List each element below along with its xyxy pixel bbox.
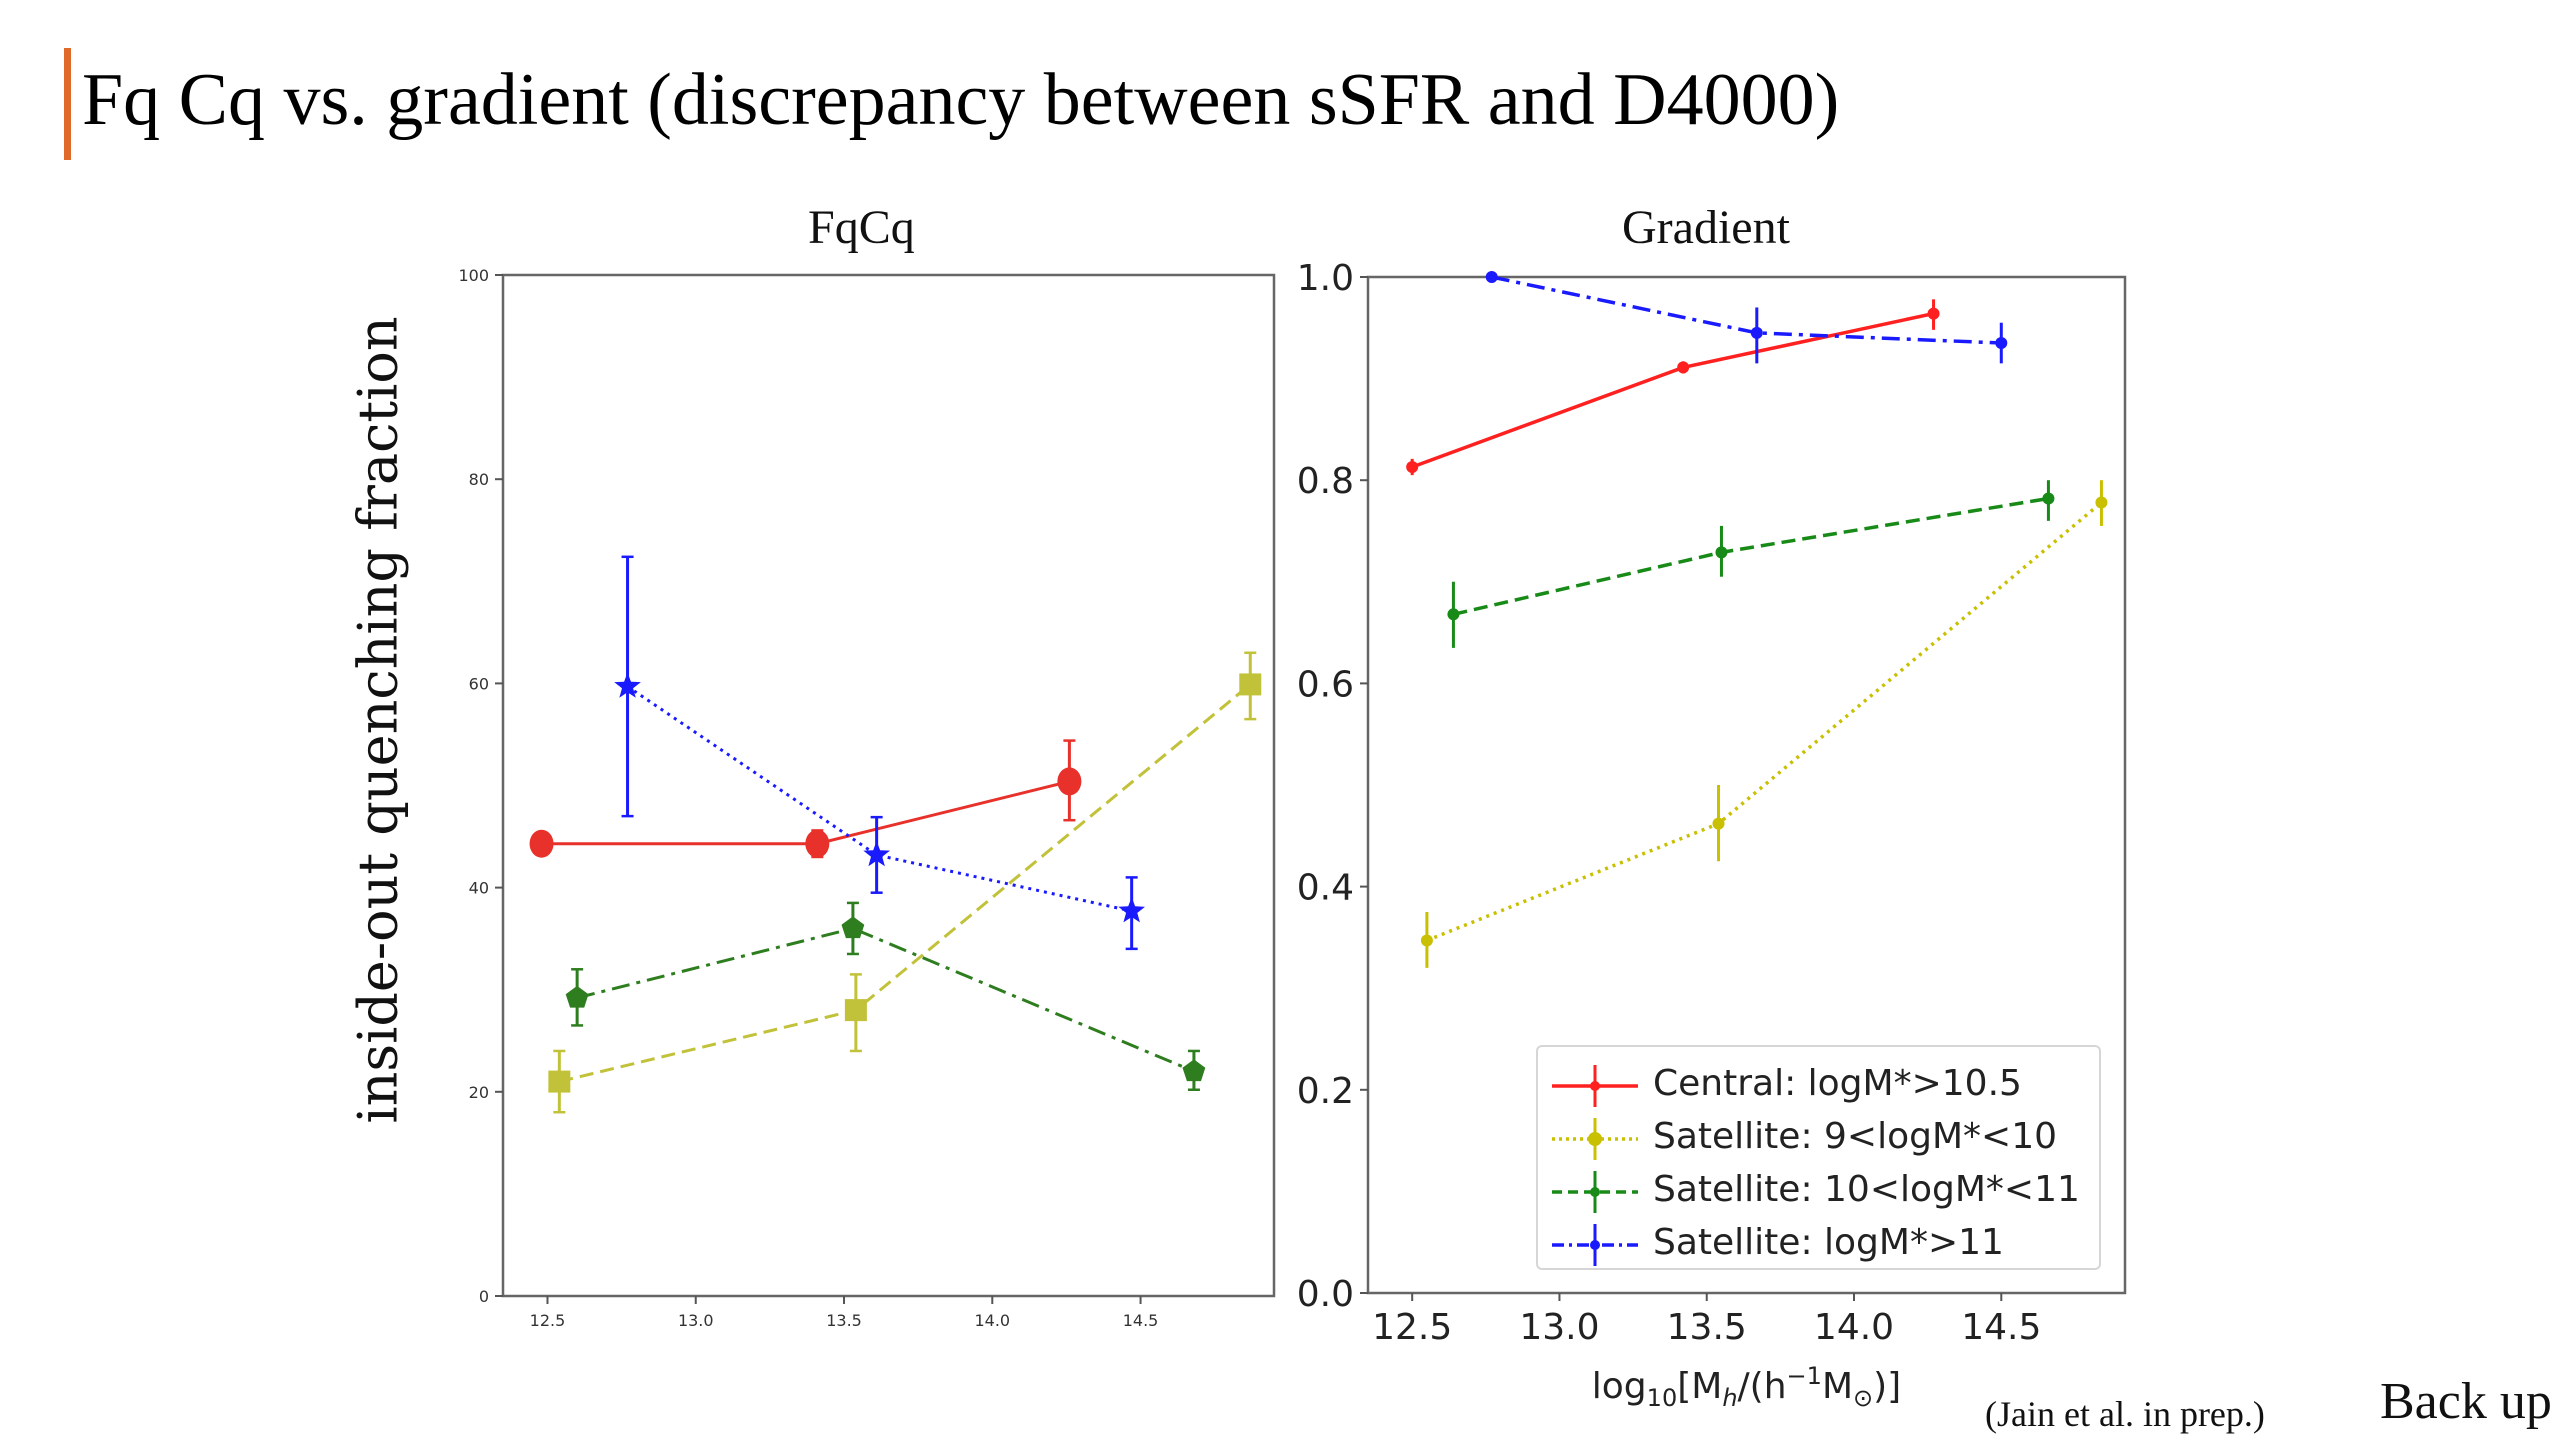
right-series-0-marker: [1406, 460, 1419, 473]
left-series-1-marker: [1239, 673, 1262, 696]
right-xtick-label: 12.5: [1372, 1307, 1452, 1348]
legend-label: Satellite: 10<logM*<11: [1653, 1169, 2080, 1210]
right-series-1-line: [1426, 501, 2103, 943]
left-xtick-label: 13.0: [678, 1311, 714, 1330]
left-ytick-label: 40: [469, 879, 489, 898]
left-xtick-label: 14.5: [1123, 1311, 1159, 1330]
left-series-0-line: [541, 779, 1070, 846]
right-plot-frame: [1366, 275, 2127, 1295]
right-ytick-label: 0.8: [1297, 461, 1354, 502]
left-ytick-label: 60: [469, 674, 489, 693]
left-series-2-marker: [841, 916, 865, 939]
legend-label: Central: logM*>10.5: [1653, 1063, 2022, 1104]
right-ytick-label: 0.2: [1297, 1071, 1354, 1112]
right-ytick-label: 1.0: [1297, 258, 1354, 299]
right-xtick-label: 14.0: [1814, 1307, 1894, 1348]
legend-entry: Satellite: 10<logM*<11: [1538, 1167, 2099, 1217]
right-series-3-line: [1491, 275, 2002, 345]
legend-label: Satellite: logM*>11: [1653, 1222, 2004, 1263]
right-xlabel: log10[Mh/(h−1M⊙)]: [1592, 1362, 1901, 1412]
left-series-2-marker: [565, 985, 589, 1008]
citation: (Jain et al. in prep.): [1985, 1394, 2265, 1434]
left-series-3-marker: [1118, 897, 1145, 923]
left-series-1-line: [558, 683, 1252, 1084]
back-up-label: Back up: [2380, 1373, 2552, 1430]
left-series-3-line: [626, 685, 1132, 913]
left-series-1-marker: [548, 1070, 571, 1093]
right-series-3-marker: [1750, 326, 1763, 339]
right-series-0-marker: [1927, 307, 1940, 320]
legend-swatch-icon: [1552, 1118, 1638, 1160]
right-series-2-marker: [1447, 608, 1460, 621]
left-plot-frame: [501, 273, 1276, 1298]
right-ytick-label: 0.4: [1297, 868, 1354, 909]
right-xtick-label: 14.5: [1961, 1307, 2041, 1348]
left-ytick-label: 0: [479, 1287, 489, 1306]
left-ytick-label: 20: [469, 1083, 489, 1102]
left-series-2-marker: [1182, 1059, 1206, 1082]
legend-swatch-icon: [1552, 1065, 1638, 1107]
left-xtick-label: 12.5: [530, 1311, 566, 1330]
left-ytick-label: 100: [458, 266, 489, 285]
title-accent-bar: [64, 48, 71, 160]
legend-entry: Satellite: logM*>11: [1538, 1220, 2099, 1270]
right-series-3-marker: [1995, 337, 2008, 350]
right-series-3-marker: [1485, 271, 1498, 283]
left-series-0-marker: [529, 829, 554, 858]
right-xtick-label: 13.5: [1667, 1307, 1747, 1348]
right-ytick-label: 0.6: [1297, 664, 1354, 705]
left-series-2-line: [576, 926, 1195, 1073]
left-series-3-marker: [863, 840, 890, 867]
right-series-2-line: [1453, 496, 2049, 617]
right-series-1-marker: [1420, 934, 1433, 947]
legend-entry: Central: logM*>10.5: [1538, 1061, 2099, 1111]
slide-title: Fq Cq vs. gradient (discrepancy between …: [82, 59, 1840, 141]
right-series-2-marker: [1715, 546, 1728, 559]
right-series-1-marker: [1712, 817, 1725, 830]
right-xtick-label: 13.0: [1519, 1307, 1599, 1348]
legend-entry: Satellite: 9<logM*<10: [1538, 1114, 2099, 1164]
left-series-3-marker: [614, 672, 641, 698]
right-series-0-marker: [1677, 361, 1690, 374]
legend-swatch-icon: [1552, 1224, 1638, 1266]
left-ytick-label: 80: [469, 470, 489, 489]
right-chart-legend: Central: logM*>10.5 Satellite: 9<logM*<10…: [1536, 1045, 2101, 1270]
right-series-1-marker: [2095, 496, 2108, 509]
left-chart-title: FqCq: [808, 201, 915, 254]
left-series-0-marker: [805, 829, 830, 858]
legend-swatch-icon: [1552, 1171, 1638, 1213]
right-chart-title: Gradient: [1622, 201, 1790, 254]
legend-label: Satellite: 9<logM*<10: [1653, 1116, 2057, 1157]
left-xtick-label: 13.5: [826, 1311, 862, 1330]
right-series-2-marker: [2042, 492, 2055, 505]
left-series-0-marker: [1057, 767, 1082, 796]
left-xtick-label: 14.0: [974, 1311, 1010, 1330]
left-series-1-marker: [844, 999, 867, 1022]
right-ytick-label: 0.0: [1297, 1274, 1354, 1315]
